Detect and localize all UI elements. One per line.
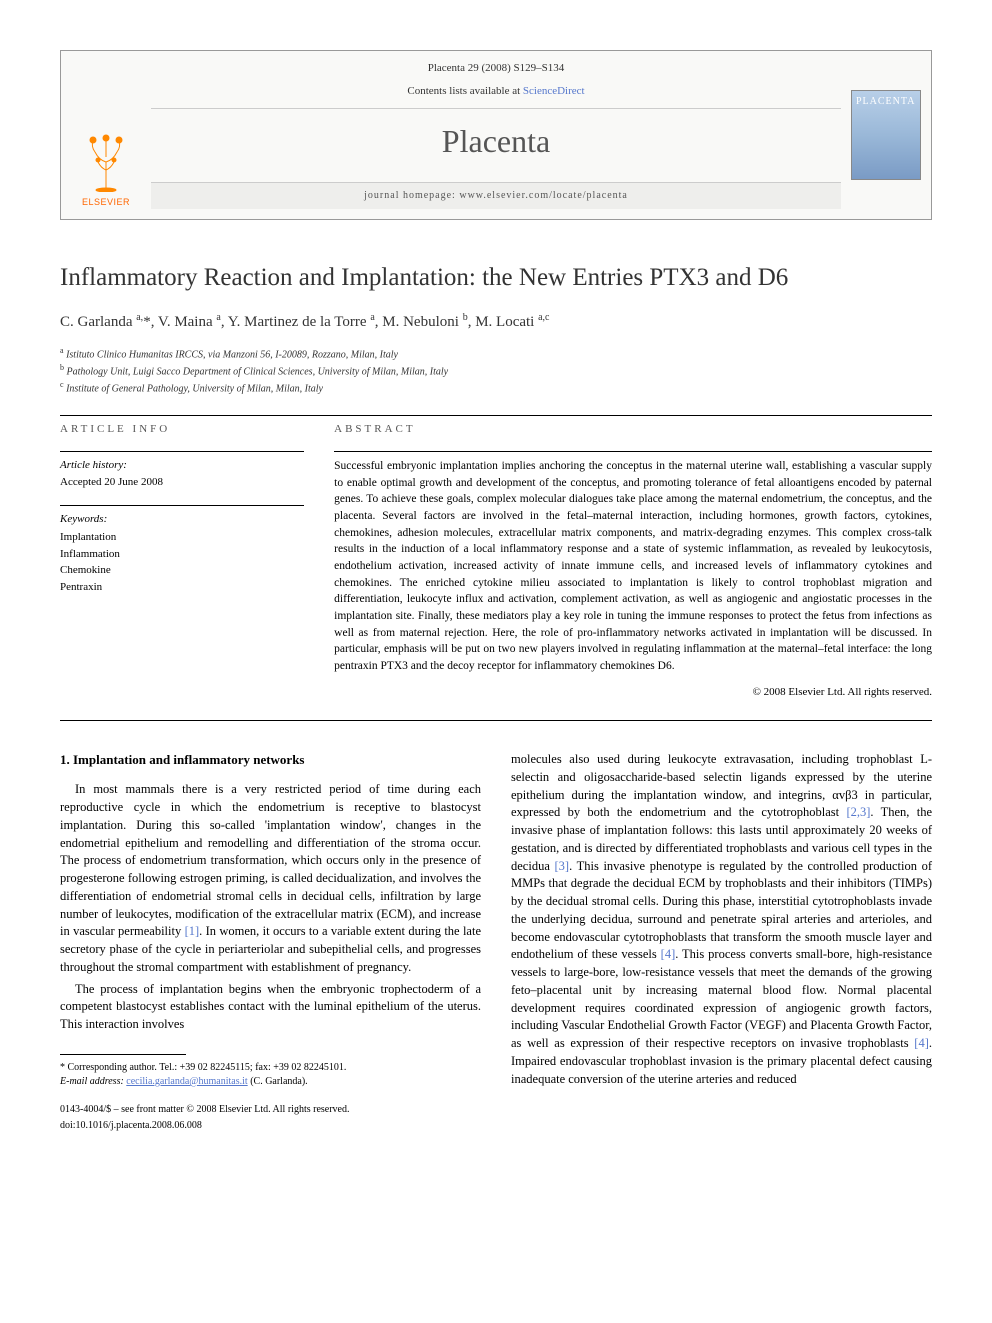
- journal-name: Placenta: [151, 119, 841, 164]
- citation-link[interactable]: [4]: [914, 1036, 929, 1050]
- keyword: Inflammation: [60, 546, 304, 563]
- keyword: Implantation: [60, 529, 304, 546]
- publisher-logo: ELSEVIER: [61, 51, 151, 219]
- email-label: E-mail address:: [60, 1076, 124, 1087]
- footnote-separator: [60, 1054, 186, 1055]
- divider: [60, 451, 304, 452]
- history-date: Accepted 20 June 2008: [60, 475, 304, 490]
- keywords-list: ImplantationInflammationChemokinePentrax…: [60, 529, 304, 595]
- homepage-url: www.elsevier.com/locate/placenta: [459, 190, 628, 201]
- abstract-column: ABSTRACT Successful embryonic implantati…: [334, 422, 932, 701]
- body-column-right: molecules also used during leukocyte ext…: [511, 751, 932, 1133]
- divider: [60, 415, 932, 416]
- cover-title: PLACENTA: [856, 95, 916, 109]
- history-label: Article history:: [60, 458, 304, 473]
- corresponding-email: E-mail address: cecilia.garlanda@humanit…: [60, 1075, 481, 1089]
- keywords-block: Keywords: ImplantationInflammationChemok…: [60, 512, 304, 595]
- journal-cover-thumb: PLACENTA: [841, 51, 931, 219]
- body-text: 1. Implantation and inflammatory network…: [60, 751, 932, 1133]
- article-title: Inflammatory Reaction and Implantation: …: [60, 260, 932, 295]
- corresponding-author: * Corresponding author. Tel.: +39 02 822…: [60, 1061, 481, 1075]
- journal-homepage: journal homepage: www.elsevier.com/locat…: [151, 182, 841, 209]
- citation: Placenta 29 (2008) S129–S134: [151, 61, 841, 76]
- cover-image: PLACENTA: [851, 90, 921, 180]
- article-info-heading: ARTICLE INFO: [60, 422, 304, 437]
- email-suffix: (C. Garlanda).: [248, 1076, 308, 1087]
- abstract-heading: ABSTRACT: [334, 422, 932, 437]
- body-paragraph: In most mammals there is a very restrict…: [60, 781, 481, 976]
- contents-available: Contents lists available at ScienceDirec…: [151, 84, 841, 108]
- article-history: Article history: Accepted 20 June 2008: [60, 458, 304, 491]
- article-info-section: ARTICLE INFO Article history: Accepted 2…: [60, 422, 932, 701]
- body-paragraph: The process of implantation begins when …: [60, 981, 481, 1034]
- body-paragraph: molecules also used during leukocyte ext…: [511, 751, 932, 1088]
- affiliation: b Pathology Unit, Luigi Sacco Department…: [60, 362, 932, 379]
- author-list: C. Garlanda a,*, V. Maina a, Y. Martinez…: [60, 311, 932, 333]
- email-link[interactable]: cecilia.garlanda@humanitas.it: [126, 1076, 247, 1087]
- affiliation: a Istituto Clinico Humanitas IRCCS, via …: [60, 345, 932, 362]
- section-heading: 1. Implantation and inflammatory network…: [60, 751, 481, 769]
- doi-line: doi:10.1016/j.placenta.2008.06.008: [60, 1119, 481, 1133]
- citation-link[interactable]: [1]: [185, 924, 200, 938]
- homepage-prefix: journal homepage:: [364, 190, 459, 201]
- elsevier-tree-icon: [81, 132, 131, 192]
- copyright: © 2008 Elsevier Ltd. All rights reserved…: [334, 685, 932, 700]
- article-info-column: ARTICLE INFO Article history: Accepted 2…: [60, 422, 304, 701]
- divider: [60, 505, 304, 506]
- keyword: Pentraxin: [60, 579, 304, 596]
- contents-prefix: Contents lists available at: [407, 85, 522, 97]
- citation-link[interactable]: [2,3]: [846, 805, 870, 819]
- keyword: Chemokine: [60, 562, 304, 579]
- publisher-name: ELSEVIER: [82, 196, 130, 209]
- divider: [60, 720, 932, 721]
- citation-link[interactable]: [3]: [555, 859, 570, 873]
- header-center: Placenta 29 (2008) S129–S134 Contents li…: [151, 51, 841, 219]
- abstract-text: Successful embryonic implantation implie…: [334, 458, 932, 675]
- affiliation: c Institute of General Pathology, Univer…: [60, 379, 932, 396]
- keywords-label: Keywords:: [60, 512, 304, 527]
- body-column-left: 1. Implantation and inflammatory network…: [60, 751, 481, 1133]
- front-matter-line: 0143-4004/$ – see front matter © 2008 El…: [60, 1103, 481, 1117]
- citation-link[interactable]: [4]: [661, 947, 676, 961]
- sciencedirect-link[interactable]: ScienceDirect: [523, 85, 585, 97]
- journal-header: ELSEVIER Placenta 29 (2008) S129–S134 Co…: [60, 50, 932, 220]
- affiliations: a Istituto Clinico Humanitas IRCCS, via …: [60, 345, 932, 397]
- divider: [334, 451, 932, 452]
